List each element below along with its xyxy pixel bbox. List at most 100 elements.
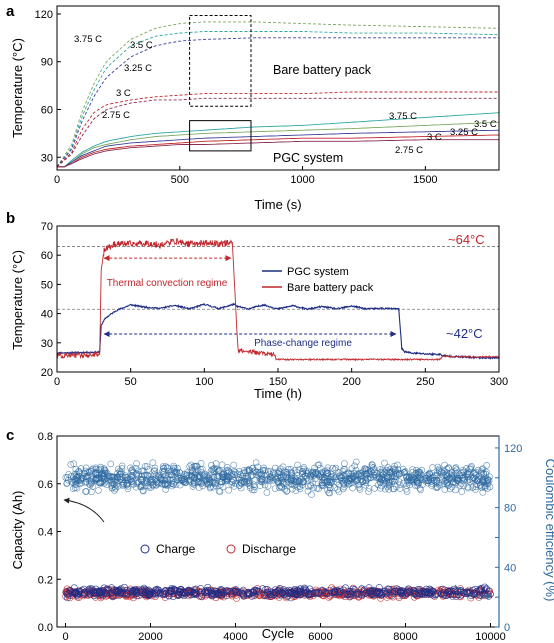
ce-point (406, 477, 414, 485)
charge-point (426, 589, 434, 597)
panel-b-y-tick-label: 60 (41, 250, 53, 262)
charge-point (376, 589, 384, 597)
panel-c-x-tick-label: 0 (62, 631, 68, 643)
ce-point (73, 474, 80, 482)
charge-point (264, 589, 272, 597)
ce-point (416, 469, 424, 477)
ce-point (107, 460, 114, 468)
ce-point (478, 466, 486, 474)
annotation-thermal-convection: Thermal convection regime (107, 278, 228, 289)
ce-point (219, 473, 227, 481)
ce-point (291, 477, 298, 485)
ce-point (165, 471, 172, 479)
ce-point (193, 462, 201, 470)
legend-marker-charge (140, 544, 150, 554)
charge-point (400, 587, 408, 595)
charge-point (341, 584, 349, 592)
ce-point (78, 474, 86, 482)
ce-point (166, 476, 174, 483)
charge-point (271, 589, 279, 597)
panel-b-yticks: 20 30 40 50 60 70 (41, 221, 61, 379)
ce-point (409, 466, 416, 474)
charge-point (452, 592, 460, 600)
series-line-bare-3 (56, 91, 499, 168)
panel-a: a 0 500 1000 1500 30 60 90 120 Time (s) Temper… (6, 3, 500, 212)
ce-point (426, 476, 434, 484)
ce-point (84, 468, 91, 476)
ce-point (472, 468, 480, 476)
series-label-bare-3-5: 3.5 C (130, 40, 153, 51)
panel-a-x-tick-label: 0 (54, 174, 60, 186)
ce-point (255, 472, 263, 479)
ce-point (356, 472, 364, 480)
charge-point (279, 589, 287, 597)
ce-point (449, 479, 457, 487)
ce-point (326, 477, 333, 485)
ce-point (415, 480, 422, 487)
series-label-bare-3: 3 C (116, 88, 131, 99)
panel-c-x-tick-label: 2000 (138, 631, 162, 643)
ce-point (70, 476, 78, 484)
panel-a-xticks: 0 500 1000 1500 (54, 166, 438, 186)
ce-point (164, 482, 171, 489)
ce-point (170, 462, 177, 470)
ce-point (288, 472, 296, 480)
charge-point (330, 588, 338, 596)
charge-point (142, 586, 150, 594)
charge-point (349, 587, 357, 595)
ce-point (296, 483, 304, 490)
ce-point (415, 475, 423, 482)
ce-point (231, 471, 239, 479)
charge-point (181, 588, 189, 596)
charge-point (403, 589, 411, 597)
ce-point (368, 461, 376, 468)
ce-point (237, 484, 245, 492)
ce-point (252, 467, 259, 474)
ce-point (100, 465, 108, 472)
charge-scatter (62, 583, 493, 602)
charge-point (466, 589, 474, 597)
ce-point (483, 478, 491, 485)
panel-c-legend: Charge Discharge (140, 542, 296, 556)
panel-c-y2ticks: 0 40 80 120 (495, 443, 522, 634)
ce-point (336, 472, 344, 480)
ce-point (101, 466, 109, 474)
ce-point (332, 473, 340, 481)
ce-point (138, 476, 145, 484)
charge-point (269, 588, 277, 596)
ce-point (280, 480, 288, 488)
charge-point (211, 590, 219, 598)
ce-point (416, 468, 423, 476)
ce-point (324, 464, 332, 472)
annotation-phase-change: Phase-change regime (254, 338, 352, 349)
ce-point (397, 469, 405, 477)
charge-point (328, 589, 336, 597)
ce-point (309, 469, 317, 476)
ce-point (448, 472, 456, 479)
charge-point (457, 587, 465, 595)
ce-point (235, 468, 243, 475)
ce-point (228, 472, 235, 480)
ce-point (274, 469, 281, 477)
charge-point (137, 588, 145, 596)
charge-point (236, 588, 244, 596)
ce-point (252, 471, 260, 479)
ce-point (133, 460, 140, 467)
ce-point (135, 467, 142, 475)
ce-point (307, 482, 314, 490)
charge-point (463, 590, 471, 598)
arrow-to-left-axis (63, 497, 105, 523)
ce-point (174, 472, 181, 480)
ce-point (117, 470, 124, 478)
ce-point (284, 475, 292, 482)
ce-point (294, 461, 301, 469)
ce-point (426, 469, 433, 477)
ce-point (274, 478, 282, 486)
ce-point (318, 479, 326, 486)
ce-point (375, 475, 383, 483)
ce-point (263, 471, 270, 479)
ce-point (122, 472, 129, 479)
charge-point (234, 587, 242, 595)
charge-point (450, 591, 458, 599)
